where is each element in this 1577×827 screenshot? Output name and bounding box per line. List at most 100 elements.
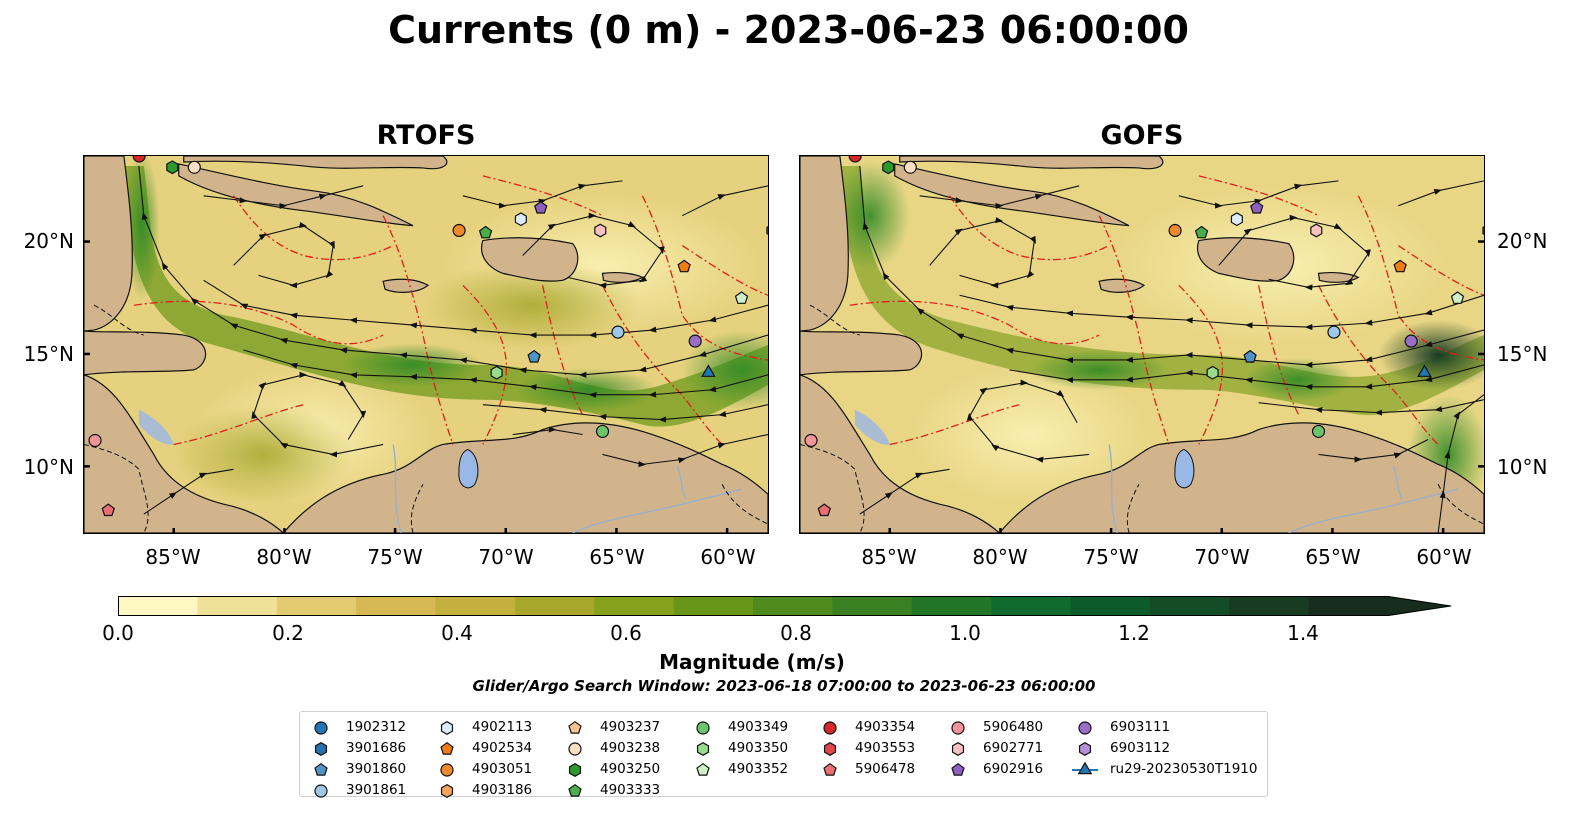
legend-item: ru29-20230530T1910 [1072,758,1257,779]
lake-maracaibo [1174,448,1195,489]
float-marker-4903352 [1450,291,1465,304]
legend-marker [1078,741,1092,756]
legend-marker [823,720,837,735]
legend-item: 4903250 [562,758,660,779]
rtofs-panel-title: RTOFS [376,120,476,151]
legend-label: 4902113 [472,718,533,735]
legend-label: 4903354 [855,718,916,735]
streamline [1178,180,1339,209]
legend-item: 6902916 [945,758,1043,779]
south-america-land [998,422,1484,533]
yucatan-land [84,156,133,332]
legend-marker [696,762,710,776]
figure-title: Currents (0 m) - 2023-06-23 06:00:00 [388,8,1189,52]
legend-item: 3901861 [308,779,406,800]
legend-label: 4903051 [472,760,533,777]
float-marker-4903354 [848,156,862,163]
legend-label: 3901860 [346,760,407,777]
legend-label: 3901861 [346,781,407,798]
float-marker-4903250 [882,160,895,175]
axis-ticks [888,240,1484,533]
legend-marker [440,741,454,755]
x-tick-label: 75°W [367,545,423,569]
border [721,484,768,525]
legend-marker [440,720,454,735]
legend-item: 5906480 [945,716,1043,737]
colorbar-segment [118,596,198,616]
gofs-markers [804,156,1484,517]
rtofs-markers [88,156,768,517]
streamlines [138,165,768,515]
legend-symbol-4903237 [568,720,582,734]
x-tick-label: 85°W [145,545,201,569]
float-marker-ru29-20230530T1910 [1417,364,1432,377]
legend-label: 3901686 [346,739,407,756]
legend-marker [951,720,965,735]
legend-label: 5906480 [983,718,1044,735]
legend-symbol-3901686 [314,741,328,756]
legend-item: 6903112 [1072,737,1257,758]
eez-line [1397,244,1484,296]
magnitude-colorbar [118,596,1452,616]
legend-marker [1072,761,1098,774]
cuba-land [899,156,1164,170]
legend-item: 1902312 [308,716,406,737]
streamline [1009,364,1484,391]
float-marker-4903349 [595,424,610,438]
streamline [1437,394,1484,533]
legend-item: 4903238 [562,737,660,758]
legend-item: 3901686 [308,737,406,758]
colorbar-segment [594,596,675,616]
legend-symbol-6903112 [1078,741,1092,756]
honduras-land [84,330,207,376]
legend-marker [314,741,328,756]
float-marker-6902771 [594,223,607,238]
river [1108,444,1118,533]
colorbar-segment [911,596,992,616]
gofs-map-canvas [800,156,1484,533]
float-marker-5906478 [101,503,115,517]
colorbar-segment [753,596,833,616]
float-marker-5906480 [88,433,102,448]
colorbar-tick-label: 1.4 [1287,621,1319,645]
float-marker-4902534 [1393,259,1407,273]
legend-label: 4903553 [855,739,916,756]
x-tick-label: 85°W [861,545,917,569]
float-marker-5906478 [817,503,831,517]
legend-marker [314,783,328,798]
legend-symbol-6903111 [1078,720,1092,735]
rtofs-map[interactable] [83,155,769,534]
river [1392,466,1403,500]
axis-ticks [84,240,729,533]
float-marker-3901686 [766,226,768,235]
x-tick-label: 70°W [1194,545,1250,569]
legend-symbol-4903051 [440,762,454,777]
river [392,444,402,533]
lake-nicaragua [854,409,890,445]
legend-item: 4903186 [434,779,532,800]
streamline [522,212,665,289]
streamline [482,404,768,423]
legend-item: 4903354 [817,716,915,737]
float-marker-4903354 [132,156,146,163]
y-tick-label: 20°N [1497,229,1548,253]
gofs-map[interactable] [799,155,1485,534]
float-marker-4903350 [1206,365,1219,380]
legend-symbol-4902113 [440,720,454,735]
legend-item: 4903051 [434,758,532,779]
legend-label: 6902916 [983,760,1044,777]
streamline [919,185,1080,210]
float-marker-4903051 [452,223,466,238]
x-tick-label: 80°W [256,545,312,569]
country-borders [800,304,1484,533]
legend-marker [568,741,582,756]
legend-marker [314,720,328,735]
legend-symbol-6902771 [951,741,965,756]
legend-column: 5906480 6902771 6902916 [945,716,1043,779]
legend-label: 4903237 [600,718,661,735]
float-marker-4903051 [1168,223,1182,238]
float-marker-4903333 [1194,225,1209,239]
colorbar-extend-arrow [1388,596,1452,616]
x-tick-label: 70°W [478,545,534,569]
legend-marker [314,762,328,776]
